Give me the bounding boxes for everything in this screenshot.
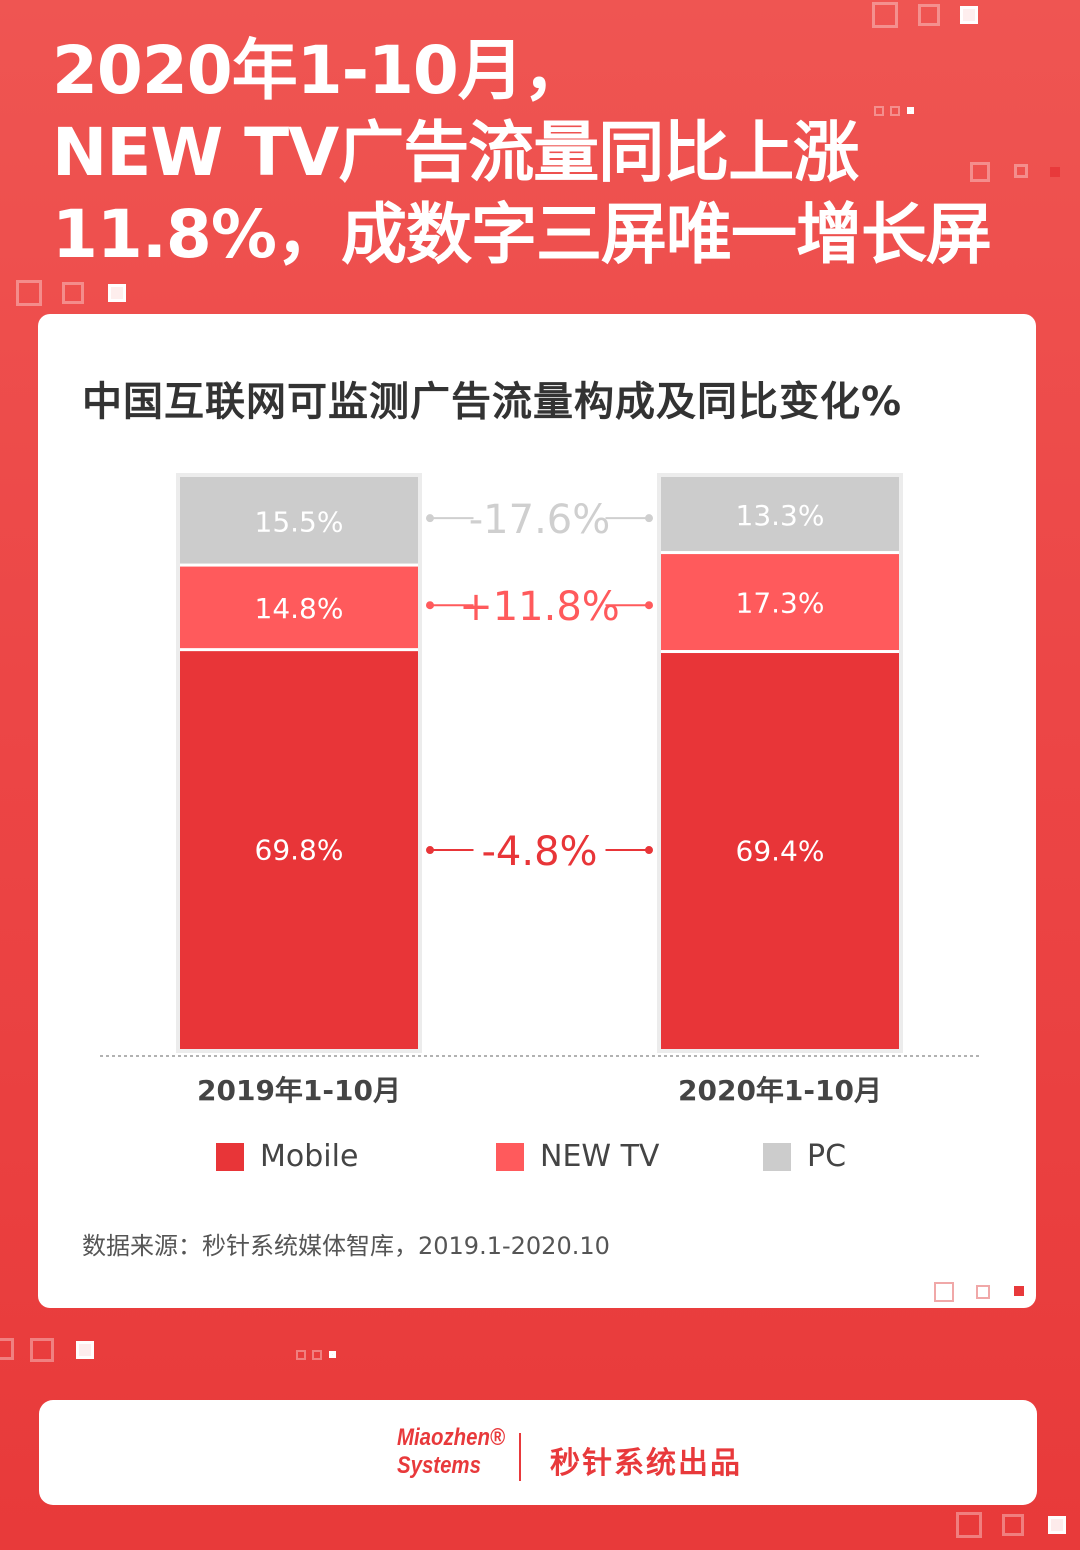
- legend-label-mobile: Mobile: [260, 1139, 359, 1174]
- footer-bar: Miaozhen® Systems 秒针系统出品: [39, 1400, 1037, 1505]
- miaozhen-logo: Miaozhen® Systems: [397, 1424, 505, 1480]
- legend-item-mobile: Mobile: [216, 1139, 358, 1174]
- bar-pc-1: [180, 477, 418, 566]
- headline-line-1: 2020年1-10月，: [52, 32, 589, 109]
- headline: 2020年1-10月， NEW TV广告流量同比上涨 11.8%，成数字三屏唯一…: [52, 30, 1052, 276]
- logo-line-1: Miaozhen®: [397, 1424, 505, 1451]
- legend-swatch-mobile: [216, 1142, 244, 1171]
- category-label-2: 2020年1-10月: [678, 1074, 882, 1107]
- change-dot-right-new-tv: [645, 601, 653, 610]
- change-dot-right-mobile: [645, 846, 653, 855]
- stacked-bar-chart: 69.8% 14.8% 15.5% 2019年1-10月 69.4% 17.3% 13.3%…: [100, 473, 980, 1107]
- bar-pc-2: [661, 477, 899, 554]
- data-source-note: 数据来源：秒针系统媒体智库，2019.1-2020.10: [82, 1232, 610, 1260]
- data-label-new-tv-2: 17.3%: [736, 587, 825, 620]
- change-label-new-tv: +11.8%: [459, 584, 620, 630]
- legend-swatch-new-tv: [496, 1142, 524, 1171]
- change-dot-left-pc: [426, 514, 434, 523]
- chart-title: 中国互联网可监测广告流量构成及同比变化%: [82, 379, 903, 425]
- bar-new-tv-2: [661, 553, 899, 653]
- footer-credit: 秒针系统出品: [550, 1446, 742, 1481]
- logo-line-2: Systems: [397, 1452, 481, 1479]
- data-label-mobile-2: 69.4%: [736, 835, 825, 868]
- change-dot-left-mobile: [426, 846, 434, 855]
- data-label-pc-1: 15.5%: [255, 505, 344, 538]
- bar-separator: [661, 551, 899, 555]
- headline-line-3: 11.8%，成数字三屏唯一增长屏: [52, 196, 992, 273]
- legend-swatch-pc: [763, 1142, 791, 1171]
- data-label-new-tv-1: 14.8%: [255, 592, 344, 625]
- change-dot-right-pc: [645, 514, 653, 523]
- data-label-mobile-1: 69.8%: [255, 834, 344, 867]
- legend-item-new-tv: NEW TV: [496, 1139, 659, 1174]
- bar-mobile-1: [180, 650, 418, 1049]
- bar-separator: [661, 650, 899, 654]
- legend-label-pc: PC: [807, 1139, 847, 1174]
- bar-separator: [180, 563, 418, 567]
- chart-card: 中国互联网可监测广告流量构成及同比变化% 69.8% 14.8% 15.5% 2019…: [38, 314, 1036, 1308]
- category-label-1: 2019年1-10月: [197, 1074, 401, 1107]
- legend-label-new-tv: NEW TV: [540, 1139, 660, 1174]
- headline-line-2: NEW TV广告流量同比上涨: [52, 114, 859, 191]
- bar-mobile-2: [661, 652, 899, 1049]
- legend-item-pc: PC: [763, 1139, 846, 1174]
- change-label-pc: -17.6%: [469, 497, 611, 543]
- bar-separator: [180, 648, 418, 652]
- chart-legend: Mobile NEW TV PC: [38, 1139, 1036, 1179]
- change-label-mobile: -4.8%: [481, 829, 597, 875]
- data-label-pc-2: 13.3%: [736, 499, 825, 532]
- bar-new-tv-1: [180, 565, 418, 651]
- footer-divider: [519, 1433, 521, 1481]
- change-dot-left-new-tv: [426, 601, 434, 610]
